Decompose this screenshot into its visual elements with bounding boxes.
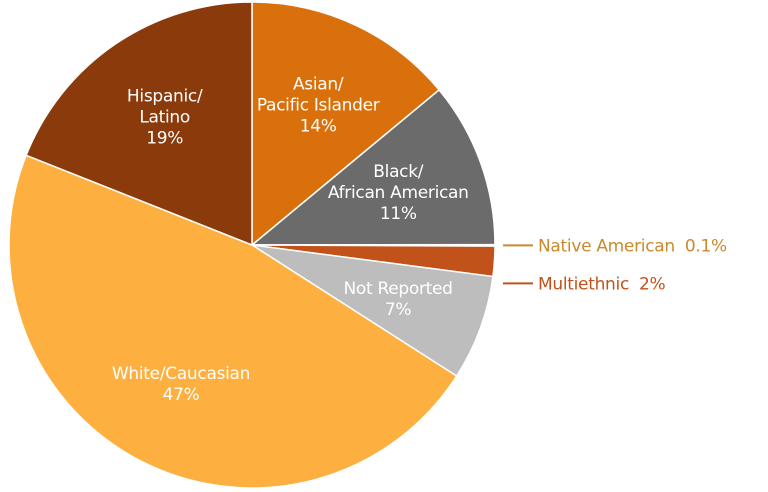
value-label: 2% — [639, 274, 666, 294]
slice-label: Asian/Pacific Islander — [257, 74, 380, 115]
value-label: 0.1% — [685, 236, 727, 256]
value-label: 47% — [163, 385, 200, 405]
slice-label: Not Reported — [343, 279, 452, 299]
pie-slice — [249, 88, 496, 246]
label-line: Hispanic/ — [127, 86, 203, 106]
pie-slice — [25, 1, 253, 247]
slice-label: Hispanic/Latino — [127, 86, 203, 127]
label-line: White/Caucasian — [112, 364, 250, 384]
pie-slice — [8, 154, 458, 489]
pie-slice — [251, 244, 494, 378]
label-line: Latino — [139, 107, 190, 127]
slice-label: Native American — [538, 236, 675, 256]
pie-slice — [251, 1, 441, 247]
slice-label: Multiethnic — [538, 274, 629, 294]
slice-label: White/Caucasian — [112, 364, 250, 384]
value-label: 14% — [300, 116, 337, 136]
label-line: African American — [328, 183, 469, 203]
label-line: Asian/ — [293, 74, 344, 94]
value-label: 11% — [380, 204, 417, 224]
value-label: 7% — [385, 300, 412, 320]
label-line: Black/ — [373, 162, 423, 182]
slice-label: Black/African American — [328, 162, 469, 203]
label-line: Not Reported — [343, 279, 452, 299]
value-label: 19% — [146, 128, 183, 148]
label-line: Pacific Islander — [257, 95, 380, 115]
